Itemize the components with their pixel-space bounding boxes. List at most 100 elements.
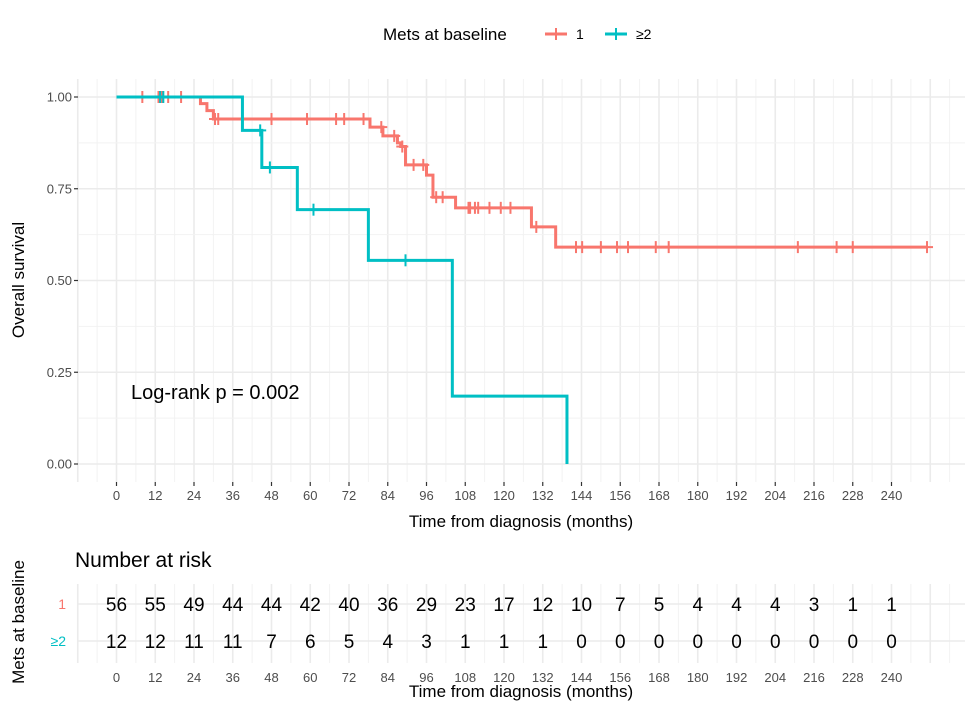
x-tick-label: 108 <box>454 488 476 503</box>
risk-count: 36 <box>377 595 398 616</box>
x-tick-label: 216 <box>803 488 825 503</box>
risk-x-tick-label: 60 <box>303 670 317 685</box>
risk-count: 29 <box>416 595 437 616</box>
risk-count: 0 <box>615 632 626 653</box>
y-tick-label: 1.00 <box>47 90 72 105</box>
risk-x-tick-label: 12 <box>148 670 162 685</box>
risk-x-tick-label: 156 <box>609 670 631 685</box>
risk-x-tick-label: 120 <box>493 670 515 685</box>
risk-count: 17 <box>493 595 514 616</box>
risk-group-label: ≥2 <box>51 633 67 649</box>
survival-curves <box>116 91 934 464</box>
risk-count: 0 <box>692 632 703 653</box>
x-tick-label: 204 <box>764 488 786 503</box>
x-tick-label: 60 <box>303 488 317 503</box>
risk-x-tick-label: 240 <box>881 670 903 685</box>
risk-count: 0 <box>886 632 897 653</box>
x-axis-title: Time from diagnosis (months) <box>409 512 633 531</box>
risk-count: 0 <box>731 632 742 653</box>
risk-count: 44 <box>222 595 244 616</box>
risk-count: 7 <box>266 632 277 653</box>
risk-count: 23 <box>455 595 476 616</box>
risk-x-tick-label: 96 <box>419 670 433 685</box>
risk-count: 55 <box>145 595 166 616</box>
risk-group-label: 1 <box>58 596 66 612</box>
y-tick-label: 0.50 <box>47 273 72 288</box>
risk-x-tick-label: 228 <box>842 670 864 685</box>
x-tick-label: 192 <box>726 488 748 503</box>
risk-x-tick-label: 84 <box>381 670 395 685</box>
risk-table-title: Number at risk <box>75 549 212 572</box>
risk-table-axes: 0 12 24 36 48 60 72 84 96 108 120 132 144 156 168 180 19… <box>113 670 902 685</box>
risk-x-tick-label: 72 <box>342 670 356 685</box>
risk-x-tick-label: 36 <box>226 670 240 685</box>
risk-x-tick-label: 132 <box>532 670 554 685</box>
risk-count: 5 <box>654 595 665 616</box>
risk-count: 3 <box>421 632 432 653</box>
x-tick-label: 24 <box>187 488 201 503</box>
risk-count: 0 <box>770 632 781 653</box>
risk-count: 5 <box>344 632 355 653</box>
risk-x-tick-label: 0 <box>113 670 120 685</box>
x-tick-label: 240 <box>881 488 903 503</box>
risk-count: 0 <box>809 632 820 653</box>
legend-label: 1 <box>576 26 584 42</box>
risk-count: 11 <box>223 632 243 653</box>
risk-x-tick-label: 180 <box>687 670 709 685</box>
risk-x-tick-label: 192 <box>726 670 748 685</box>
x-tick-label: 120 <box>493 488 515 503</box>
risk-count: 4 <box>770 595 781 616</box>
risk-count: 56 <box>106 595 127 616</box>
risk-count: 4 <box>731 595 742 616</box>
risk-count: 40 <box>338 595 359 616</box>
risk-count: 6 <box>305 632 316 653</box>
risk-count: 12 <box>145 632 166 653</box>
legend-title: Mets at baseline <box>383 25 507 44</box>
x-tick-label: 144 <box>571 488 593 503</box>
risk-table-grid <box>76 584 965 663</box>
x-tick-label: 180 <box>687 488 709 503</box>
x-tick-label: 132 <box>532 488 554 503</box>
x-tick-label: 228 <box>842 488 864 503</box>
risk-x-tick-label: 144 <box>571 670 593 685</box>
x-tick-label: 168 <box>648 488 670 503</box>
risk-count: 12 <box>532 595 553 616</box>
risk-count: 1 <box>847 595 858 616</box>
x-tick-label: 0 <box>113 488 120 503</box>
x-tick-label: 156 <box>609 488 631 503</box>
risk-count: 3 <box>809 595 820 616</box>
logrank-annotation: Log-rank p = 0.002 <box>131 382 299 404</box>
survival-curve-group-2plus <box>116 95 569 464</box>
risk-x-tick-label: 168 <box>648 670 670 685</box>
risk-x-tick-label: 216 <box>803 670 825 685</box>
risk-count: 42 <box>300 595 321 616</box>
risk-count: 4 <box>382 632 393 653</box>
risk-count: 10 <box>571 595 592 616</box>
survival-curve-group-1 <box>116 95 928 249</box>
risk-x-tick-label: 108 <box>454 670 476 685</box>
risk-count: 4 <box>692 595 703 616</box>
risk-count: 11 <box>184 632 204 653</box>
risk-count: 49 <box>183 595 204 616</box>
risk-count: 0 <box>576 632 587 653</box>
risk-table: 1 56 55 49 44 44 42 40 36 29 23 17 12 10 7 5 4 4 4 3 1 1≥2 12 1… <box>51 595 897 653</box>
x-tick-label: 36 <box>226 488 240 503</box>
risk-count: 44 <box>261 595 283 616</box>
main-axes: 0 12 24 36 48 60 72 84 96 108 120 132 144 156 168 180 19… <box>47 90 903 504</box>
x-tick-label: 12 <box>148 488 162 503</box>
risk-count: 1 <box>499 632 510 653</box>
risk-x-axis-title: Time from diagnosis (months) <box>409 682 633 701</box>
risk-count: 7 <box>615 595 626 616</box>
risk-count: 1 <box>460 632 471 653</box>
x-tick-label: 72 <box>342 488 356 503</box>
x-tick-label: 84 <box>381 488 395 503</box>
y-axis-title: Overall survival <box>9 222 28 338</box>
x-tick-label: 48 <box>264 488 278 503</box>
risk-count: 12 <box>106 632 127 653</box>
main-plot-grid <box>76 79 965 482</box>
risk-x-tick-label: 24 <box>187 670 201 685</box>
risk-count: 1 <box>537 632 548 653</box>
risk-x-tick-label: 48 <box>264 670 278 685</box>
risk-x-tick-label: 204 <box>764 670 786 685</box>
